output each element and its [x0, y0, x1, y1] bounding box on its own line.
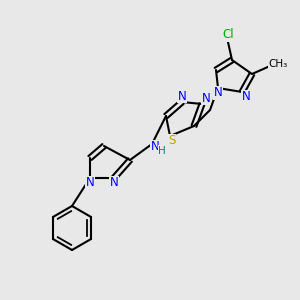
Text: S: S — [168, 134, 176, 148]
Text: N: N — [110, 176, 118, 190]
Text: N: N — [85, 176, 94, 190]
Text: H: H — [158, 146, 166, 156]
Text: N: N — [242, 91, 250, 103]
Text: N: N — [178, 89, 186, 103]
Text: N: N — [202, 92, 210, 104]
Text: Cl: Cl — [222, 28, 234, 41]
Text: CH₃: CH₃ — [268, 59, 288, 69]
Text: N: N — [214, 86, 222, 100]
Text: N: N — [151, 140, 159, 154]
